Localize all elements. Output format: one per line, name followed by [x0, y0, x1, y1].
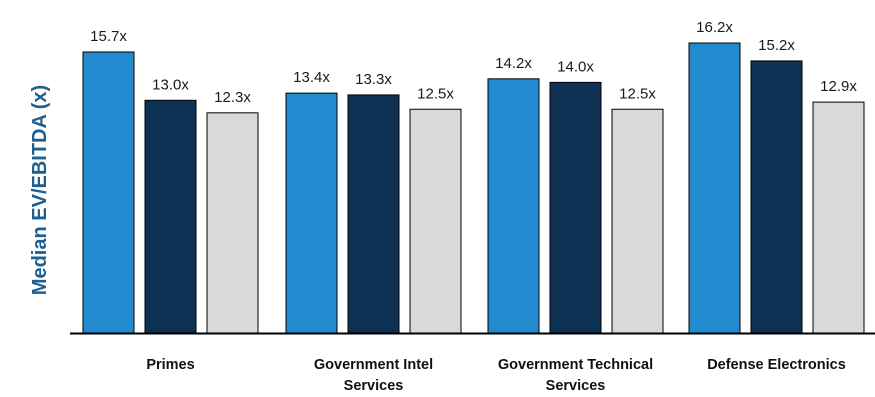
bar-value-label: 12.9x: [820, 78, 857, 95]
bars-layer: [82, 42, 865, 334]
bar-value-label: 15.7x: [90, 28, 127, 45]
bar-value-label: 13.3x: [355, 71, 392, 88]
data-labels-layer: 15.7x 13.0x 12.3x 13.4x 13.3x 12.5x 14.2x 14.0x…: [90, 19, 857, 106]
category-label: Primes: [146, 357, 194, 373]
bar: [347, 94, 400, 334]
bar: [688, 42, 741, 334]
bar-value-label: 14.0x: [557, 58, 594, 75]
bar-value-label: 13.0x: [152, 76, 189, 93]
category-label: Services: [546, 378, 606, 394]
category-label: Government Intel: [314, 357, 433, 373]
bar-value-label: 14.2x: [495, 55, 532, 72]
bar: [549, 81, 602, 334]
bar-value-label: 15.2x: [758, 37, 795, 54]
bar: [812, 101, 865, 334]
category-labels-layer: Primes Government Intel Services Government…: [146, 357, 846, 394]
category-label: Services: [344, 378, 404, 394]
bar: [285, 92, 338, 334]
bar-value-label: 12.5x: [417, 85, 454, 102]
bar-value-label: 12.5x: [619, 85, 656, 102]
y-axis-label: Median EV/EBITDA (x): [29, 85, 51, 295]
category-label: Defense Electronics: [707, 357, 846, 373]
bar: [206, 112, 259, 334]
bar: [144, 99, 197, 334]
bar: [82, 51, 135, 334]
category-label: Government Technical: [498, 357, 653, 373]
bar: [409, 108, 462, 334]
bar-value-label: 12.3x: [214, 89, 251, 106]
bar: [611, 108, 664, 334]
bar-value-label: 16.2x: [696, 19, 733, 36]
bar: [487, 78, 540, 334]
y-axis-label-group: Median EV/EBITDA (x): [29, 85, 51, 295]
bar-value-label: 13.4x: [293, 69, 330, 86]
bar: [750, 60, 803, 334]
